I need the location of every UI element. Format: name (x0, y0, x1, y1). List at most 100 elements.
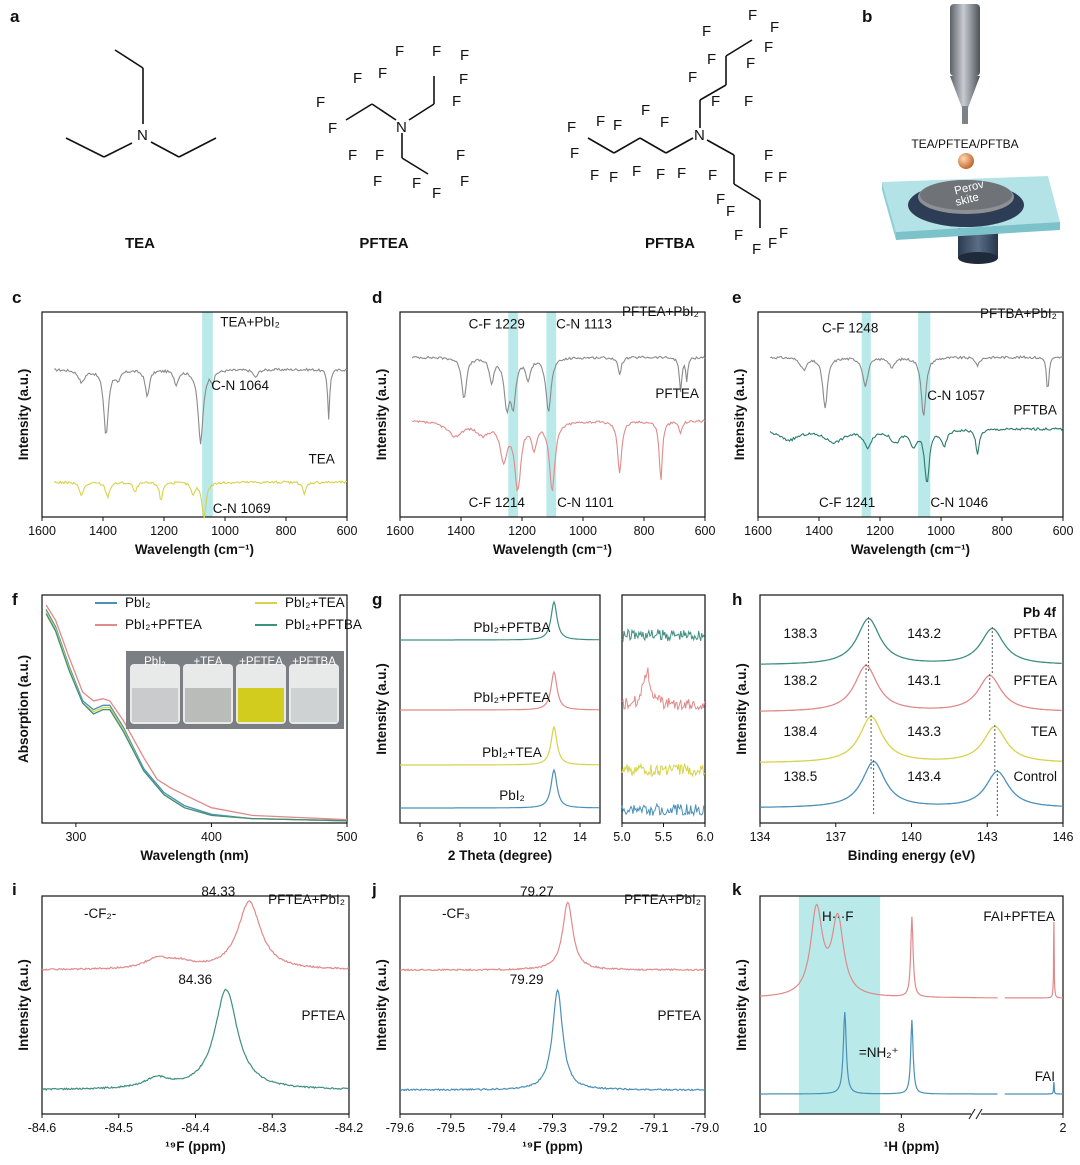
series-line (769, 426, 1064, 483)
fluorine-atom: F (460, 47, 469, 64)
peak-label: 138.2 (784, 673, 818, 688)
inset-series-line (621, 667, 706, 711)
x-tick-label: 140 (901, 830, 922, 844)
x-tick-label: 5.5 (655, 830, 672, 844)
schematic-label: TEA/PFTEA/PFTBA (911, 137, 1018, 151)
series-label: PFTEA (301, 1008, 345, 1023)
fluorine-atom: F (609, 169, 618, 186)
y-axis-title: Intensity (a.u.) (374, 369, 389, 461)
chart-title: -CF₃ (442, 906, 470, 921)
fluorine-atom: F (348, 147, 357, 164)
series-line (760, 760, 1062, 808)
fluorine-atom: F (764, 39, 773, 56)
molecule-name-tea: TEA (125, 235, 155, 252)
series-label: TEA (1031, 724, 1057, 739)
series-label: FAI+PFTEA (983, 909, 1055, 924)
annotation: C-F 1241 (819, 495, 875, 510)
series-line (41, 900, 350, 971)
x-tick-label: -84.3 (258, 1121, 287, 1135)
series-line (399, 988, 706, 1092)
x-tick-label: -79.6 (386, 1121, 415, 1135)
x-tick-label: 1200 (866, 524, 894, 538)
fluorine-atom: F (328, 120, 337, 137)
x-tick-label: -84.4 (181, 1121, 210, 1135)
disk-text-2: skite (954, 191, 980, 208)
y-axis-title: Intensity (a.u.) (734, 663, 749, 755)
x-tick-label: -79.3 (538, 1121, 567, 1135)
series-line (760, 617, 1062, 665)
plot-frame (759, 895, 1064, 1115)
series-label: PFTBA (1013, 626, 1057, 641)
panel-label-d: d (372, 288, 382, 307)
annotation: TEA (309, 452, 335, 467)
annotation: C-F 1229 (469, 316, 525, 331)
x-tick-label: 1400 (447, 524, 475, 538)
series-line (45, 604, 348, 821)
series-label: PFTEA+PbI₂ (268, 892, 345, 907)
plot-frame (41, 895, 350, 1115)
fluorine-atom: F (456, 147, 465, 164)
fluorine-atom: F (764, 169, 773, 186)
x-axis-title: Wavelength (cm⁻¹) (493, 542, 612, 557)
chart-panel-g: 6 8 10 12 14 2 Theta (degree) Intensity (a.u.)… (374, 594, 714, 863)
plot-frame (757, 311, 1064, 518)
annotation: C-F 1248 (822, 321, 878, 336)
x-tick-label: 1600 (744, 524, 772, 538)
fluorine-atom: F (660, 114, 669, 131)
fluorine-atom: F (656, 166, 665, 183)
panel-label-g: g (372, 590, 382, 609)
fluorine-atom: F (688, 69, 697, 86)
annotation: C-N 1113 (556, 316, 612, 331)
x-tick-label: 1000 (211, 524, 239, 538)
x-tick-label: 143 (977, 830, 998, 844)
panel-label-k: k (732, 880, 742, 899)
highlight-band (546, 312, 557, 517)
series-line (759, 715, 1062, 763)
peak-label: 84.36 (178, 972, 212, 987)
fluorine-atom: F (395, 43, 404, 60)
x-tick-label: 1000 (927, 524, 955, 538)
x-tick-label: 2 (1060, 1121, 1067, 1135)
fluorine-atom: F (432, 43, 441, 60)
legend-label: PbI₂+TEA (285, 595, 345, 610)
series-line (760, 1011, 998, 1095)
x-tick-label: 1000 (569, 524, 597, 538)
x-tick-label: 14 (573, 830, 587, 844)
x-tick-label: 600 (695, 524, 716, 538)
series-line (1004, 921, 1063, 999)
x-tick-label: 1400 (89, 524, 117, 538)
fluorine-atom: F (613, 117, 622, 134)
x-tick-label: -79.4 (487, 1121, 516, 1135)
y-axis-title: Intensity (a.u.) (16, 959, 31, 1051)
series-line (412, 419, 706, 492)
highlight-band (508, 312, 519, 517)
fluorine-atom: F (711, 93, 720, 110)
series-line (399, 901, 706, 972)
molecule-name-pftea: PFTEA (359, 235, 408, 252)
x-tick-label: -79.0 (691, 1121, 720, 1135)
fluorine-atom: F (412, 175, 421, 192)
legend-label: PbI₂ (125, 595, 151, 610)
panel-label-f: f (12, 590, 18, 609)
series-label: PbI₂+PFTEA (474, 690, 551, 705)
series-line (760, 903, 998, 999)
y-axis-title: Intensity (a.u.) (374, 959, 389, 1051)
panel-label-c: c (12, 288, 21, 307)
panel-label-a: a (10, 7, 20, 26)
series-line (400, 768, 600, 809)
vial-label: +TEA (193, 656, 222, 668)
peak-label: 138.4 (784, 724, 818, 739)
x-axis-title: Wavelength (cm⁻¹) (135, 542, 254, 557)
fluorine-atom: F (316, 94, 325, 111)
x-tick-label: 6 (417, 830, 424, 844)
x-tick-label: 137 (825, 830, 846, 844)
highlight-band (202, 312, 213, 517)
x-tick-label: -84.5 (105, 1121, 134, 1135)
fluorine-atom: F (770, 19, 779, 36)
x-tick-label: -79.1 (640, 1121, 669, 1135)
x-tick-label: 800 (276, 524, 297, 538)
annotation: PFTEA (655, 386, 699, 401)
annotation: PFTBA (1013, 403, 1057, 418)
x-tick-label: -79.5 (437, 1121, 466, 1135)
